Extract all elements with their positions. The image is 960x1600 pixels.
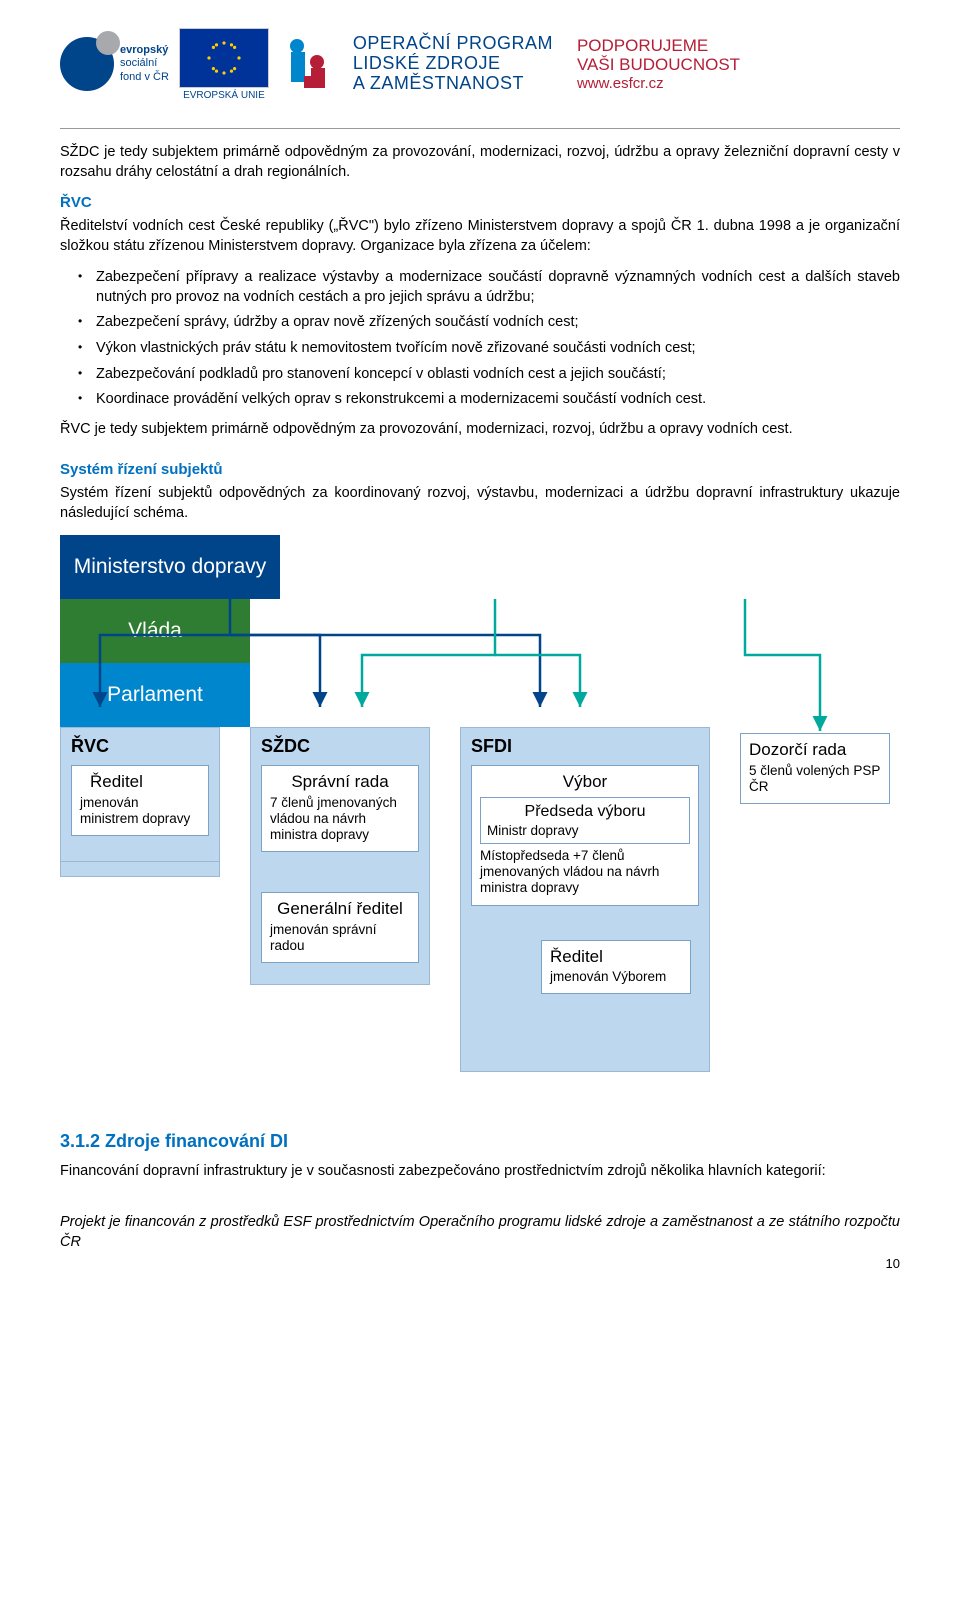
esf-line2: sociální — [120, 57, 169, 70]
op-program-text: OPERAČNÍ PROGRAM LIDSKÉ ZDROJE A ZAMĚSTN… — [353, 34, 553, 93]
podp-line1: PODPORUJEME — [577, 36, 740, 56]
sfdi-vybor-box: Výbor Předseda výboru Ministr dopravy Mí… — [471, 765, 699, 905]
section-312-heading: 3.1.2 Zdroje financování DI — [60, 1131, 900, 1152]
szdc-box2: Generální ředitel jmenován správní radou — [261, 892, 419, 963]
rvc2-box-sub: jmenován ministrem dopravy — [80, 795, 200, 827]
sfdi-misto-sub: Místopředseda +7 členů jmenovaných vládo… — [480, 848, 690, 897]
eu-flag-icon — [179, 28, 269, 88]
bullet-item: Zabezpečení přípravy a realizace výstavb… — [96, 268, 900, 307]
md-label: Ministerstvo dopravy — [74, 555, 267, 579]
szdc-box1: Správní rada 7 členů jmenovaných vládou … — [261, 765, 419, 852]
sfdi-reditel-title: Ředitel — [550, 947, 682, 967]
eu-logo: EVROPSKÁ UNIE — [179, 28, 269, 101]
rvc-conclusion: ŘVC je tedy subjektem primárně odpovědný… — [60, 420, 900, 440]
bullet-item: Zabezpečování podkladů pro stanovení kon… — [96, 365, 900, 385]
esf-line3: fond v ČR — [120, 71, 169, 84]
node-vlada: Vláda — [60, 599, 250, 663]
org-diagram: Ministerstvo dopravy Vláda Parlament ŘSD — [60, 535, 900, 1105]
sfdi-predseda-box: Předseda výboru Ministr dopravy — [480, 797, 690, 844]
col-rvc: ŘVC Ředitel jmenován ministrem dopravy — [60, 727, 220, 862]
page-number: 10 — [60, 1256, 900, 1271]
node-parlament: Parlament — [60, 663, 250, 727]
sfdi-reditel-sub: jmenován Výborem — [550, 969, 682, 985]
dozor-title: Dozorčí rada — [749, 740, 881, 760]
sfdi-vybor-title: Výbor — [480, 772, 690, 792]
rvc-bullet-list: Zabezpečení přípravy a realizace výstavb… — [60, 268, 900, 409]
header-logo-row: evropský sociální fond v ČR EVROPSKÁ UNI… — [60, 18, 900, 110]
op-line1: OPERAČNÍ PROGRAM — [353, 34, 553, 54]
esf-logo: evropský sociální fond v ČR — [60, 37, 169, 91]
sfdi-predseda-title: Předseda výboru — [487, 802, 683, 821]
node-ministerstvo-dopravy: Ministerstvo dopravy — [60, 535, 280, 599]
financing-paragraph: Financování dopravní infrastruktury je v… — [60, 1162, 900, 1182]
dozorci-rada-box: Dozorčí rada 5 členů volených PSP ČR — [740, 733, 890, 804]
puzzle-icon — [279, 34, 343, 94]
szdc-box1-sub: 7 členů jmenovaných vládou na návrh mini… — [270, 795, 410, 844]
esf-text: evropský sociální fond v ČR — [120, 44, 169, 84]
szdc-box2-sub: jmenován správní radou — [270, 922, 410, 954]
dozor-sub: 5 členů volených PSP ČR — [749, 763, 881, 795]
rvc2-box-title: Ředitel — [80, 772, 200, 792]
esf-line1: evropský — [120, 44, 169, 57]
sfdi-predseda-sub: Ministr dopravy — [487, 823, 683, 839]
footer-project-text: Projekt je financován z prostředků ESF p… — [60, 1212, 900, 1253]
szdc-box1-title: Správní rada — [270, 772, 410, 792]
op-line2: LIDSKÉ ZDROJE — [353, 54, 553, 74]
szdc-box2-title: Generální ředitel — [270, 899, 410, 919]
rvc2-box: Ředitel jmenován ministrem dopravy — [71, 765, 209, 836]
podp-line2: VAŠI BUDOUCNOST — [577, 55, 740, 75]
bullet-item: Výkon vlastnických práv státu k nemovito… — [96, 339, 900, 359]
system-heading: Systém řízení subjektů — [60, 461, 900, 478]
col-szdc: SŽDC Správní rada 7 členů jmenovaných vl… — [250, 727, 430, 985]
rvc2-title: ŘVC — [61, 728, 219, 761]
system-paragraph: Systém řízení subjektů odpovědných za ko… — [60, 484, 900, 523]
szdc-title: SŽDC — [251, 728, 429, 761]
bullet-item: Zabezpečení správy, údržby a oprav nově … — [96, 313, 900, 333]
intro-paragraph: SŽDC je tedy subjektem primárně odpovědn… — [60, 143, 900, 182]
sfdi-reditel-box: Ředitel jmenován Výborem — [541, 940, 691, 995]
op-line3: A ZAMĚSTNANOST — [353, 74, 553, 94]
sfdi-title: SFDI — [461, 728, 709, 761]
col-sfdi: SFDI Výbor Předseda výboru Ministr dopra… — [460, 727, 710, 1072]
podporujeme-text: PODPORUJEME VAŠI BUDOUCNOST www.esfcr.cz — [577, 36, 740, 92]
rvc-paragraph: Ředitelství vodních cest České republiky… — [60, 217, 900, 256]
bullet-item: Koordinace provádění velkých oprav s rek… — [96, 390, 900, 410]
rvc-heading: ŘVC — [60, 194, 900, 211]
esf-head-icon — [60, 37, 114, 91]
podp-link: www.esfcr.cz — [577, 75, 740, 92]
eu-label: EVROPSKÁ UNIE — [183, 90, 265, 101]
